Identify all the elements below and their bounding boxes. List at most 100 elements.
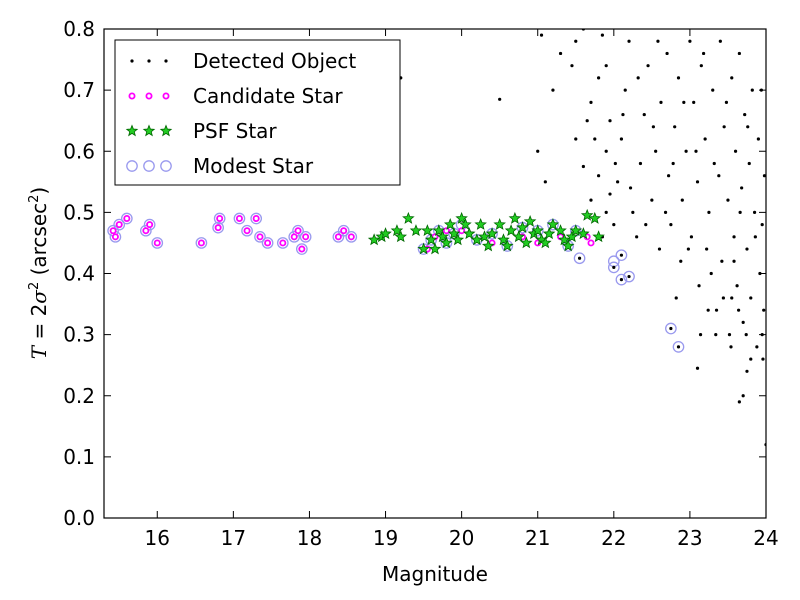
detected-object-point (741, 320, 745, 324)
detected-object-point (638, 161, 643, 166)
psf-star-point (451, 233, 465, 246)
detected-object-point (720, 259, 724, 263)
modest-star-point (665, 322, 677, 335)
detected-object-point (735, 284, 739, 288)
y-tick-label: 0.2 (63, 384, 95, 408)
detected-object-point (604, 149, 608, 153)
candidate-star-point (214, 224, 222, 232)
detected-object-point (669, 223, 673, 227)
detected-object-point (616, 180, 620, 184)
detected-object-point (593, 137, 597, 141)
candidate-star-point (279, 239, 287, 247)
detected-object-point (665, 51, 669, 56)
detected-object-point (722, 125, 726, 129)
detected-object-point (721, 296, 725, 300)
modest-star-point (623, 270, 635, 283)
psf-star-point (516, 221, 529, 233)
detected-object-point (686, 247, 690, 251)
y-label-sup: 2 (27, 282, 42, 290)
detected-object-point (750, 88, 754, 92)
detected-object-point (596, 76, 601, 80)
modest-star-point (607, 261, 620, 274)
legend-marker-detected-object (164, 59, 168, 63)
candidate-star-point (216, 214, 224, 222)
detected-object-point (718, 39, 722, 43)
detected-object-point (619, 253, 624, 257)
modest-star-point (672, 340, 685, 353)
x-tick-label: 20 (449, 526, 474, 550)
y-tick-label: 0.0 (63, 506, 95, 530)
modest-star-point (254, 230, 266, 243)
detected-object-point (574, 39, 578, 43)
detected-object-point (581, 164, 585, 169)
modest-star-point (345, 230, 358, 243)
psf-star-point (481, 239, 495, 252)
x-axis-label: Magnitude (382, 562, 488, 586)
x-axis-ticks: 16 17 18 19 20 21 22 23 24 (145, 29, 779, 550)
candidate-star-point (252, 214, 260, 222)
detected-object-point (749, 357, 753, 361)
detected-object-point (656, 39, 660, 43)
detected-object-point (654, 149, 658, 153)
detected-object-point (761, 357, 765, 361)
detected-object-point (762, 174, 766, 178)
legend-label-modest-star: Modest Star (193, 154, 314, 178)
detected-object-point (729, 345, 733, 349)
detected-object-point (558, 51, 563, 56)
psf-star-point (443, 218, 457, 230)
modest-star-point (295, 243, 308, 255)
psf-star-point (440, 236, 453, 249)
detected-object-point (498, 97, 502, 101)
psf-star-point (462, 227, 476, 240)
x-tick-label: 19 (373, 526, 398, 550)
candidate-star-point (347, 233, 355, 241)
detected-object-point (585, 119, 589, 123)
detected-object-point (699, 64, 703, 68)
detected-object-point (646, 64, 650, 68)
x-tick-label: 23 (677, 526, 702, 550)
legend-frame (114, 39, 401, 186)
detected-object-point (755, 345, 759, 349)
modest-star-point (615, 273, 628, 286)
y-tick-label: 0.6 (63, 139, 95, 163)
modest-star-point (140, 224, 152, 237)
y-tick-label: 0.3 (63, 323, 95, 347)
detected-object-point (679, 259, 683, 263)
psf-star-point (569, 224, 583, 237)
candidate-star-point (290, 233, 298, 241)
psf-star-point (421, 224, 434, 237)
detected-object-point (747, 161, 751, 166)
legend: Detected Object Candidate Star PSF Star … (114, 39, 401, 186)
psf-star-point (367, 233, 381, 246)
legend-marker-modest-star (143, 160, 155, 172)
y-tick-label: 0.1 (63, 445, 95, 469)
modest-star-point (573, 252, 586, 265)
modest-star-point (151, 237, 164, 249)
detected-object-point (539, 33, 544, 37)
modest-star-point (233, 212, 246, 225)
psf-star-point (493, 218, 506, 230)
detected-object-point (732, 259, 736, 263)
legend-label-psf-star: PSF Star (193, 119, 277, 143)
y-tick-label: 0.4 (63, 262, 95, 286)
detected-object-point (697, 284, 701, 288)
detected-object-point (570, 64, 574, 68)
detected-object-point (727, 333, 732, 337)
detected-object-point (682, 100, 686, 104)
modest-star-point (276, 237, 289, 249)
detected-object-point (709, 271, 713, 276)
detected-object-point (650, 198, 654, 202)
candidate-star-point (334, 233, 342, 241)
detected-object-point (659, 100, 663, 104)
detected-object-point (600, 33, 605, 37)
svg-text:T = 2σ2 (arcsec2): T = 2σ2 (arcsec2) (27, 187, 51, 360)
candidate-star-point (442, 227, 450, 235)
x-tick-label: 16 (145, 526, 170, 550)
detected-object-point (711, 88, 715, 92)
psf-star-point (561, 239, 575, 252)
psf-star-point (394, 230, 408, 243)
detected-object-point (608, 192, 612, 196)
x-tick-label: 22 (601, 526, 626, 550)
candidate-star-point (587, 239, 595, 247)
